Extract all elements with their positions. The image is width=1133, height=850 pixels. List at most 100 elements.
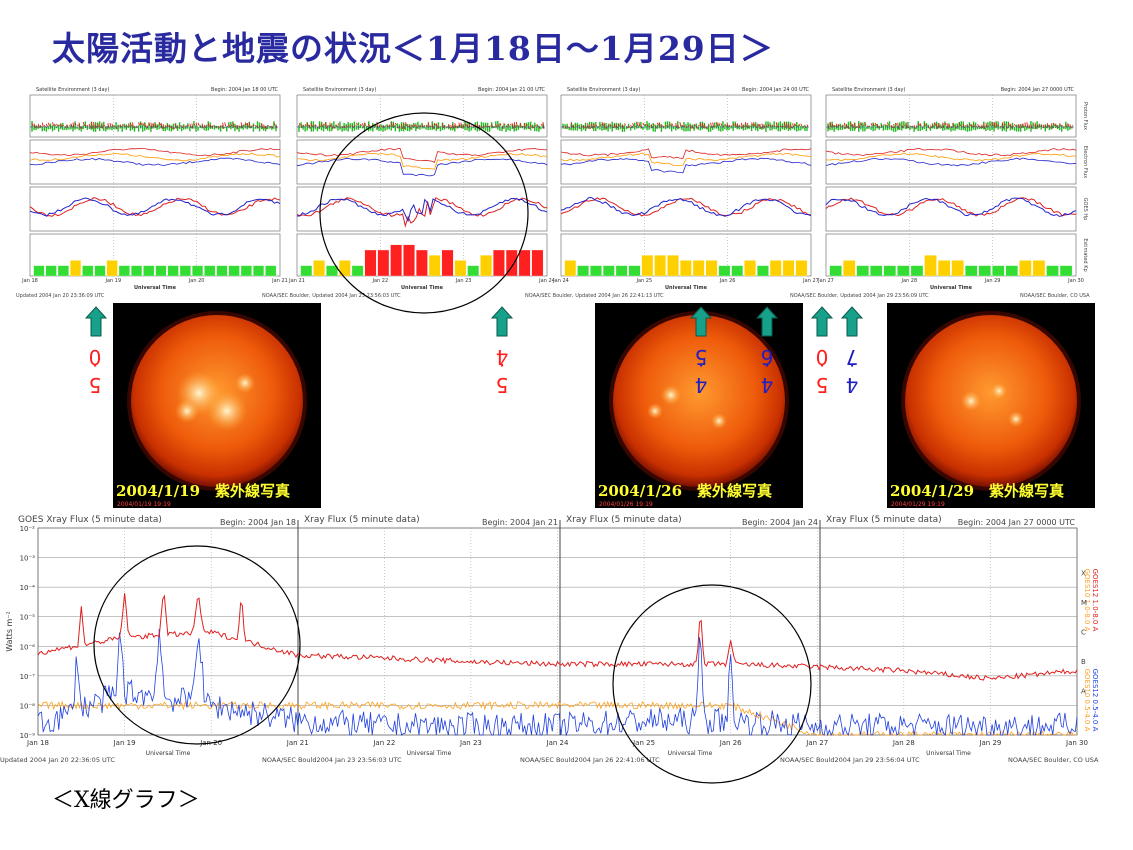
proton-flux-mark	[319, 124, 321, 128]
kp-bar	[602, 265, 615, 277]
kp-bar	[441, 249, 454, 277]
sat-row-frame	[825, 139, 1077, 185]
proton-flux-mark	[339, 126, 342, 128]
kp-bar	[843, 260, 856, 277]
proton-flux-mark	[887, 122, 889, 126]
quake-digit: 0	[89, 345, 102, 369]
kp-bar	[179, 265, 191, 277]
up-arrow-icon	[490, 306, 514, 337]
proton-flux-mark	[923, 122, 926, 127]
proton-flux-series	[562, 121, 809, 132]
up-arrow-icon	[810, 306, 834, 337]
proton-flux-mark	[669, 123, 672, 127]
quake-dot: .	[499, 359, 505, 383]
sat-panel-header-left: Satellite Environment (3 day)	[36, 87, 110, 93]
proton-flux-mark	[327, 124, 329, 127]
proton-flux-mark	[944, 122, 947, 126]
proton-flux-mark	[1001, 122, 1004, 129]
xray-x-tick-label: Jan 23	[459, 739, 482, 747]
proton-flux-mark	[74, 122, 77, 126]
proton-flux-mark	[129, 123, 132, 127]
proton-flux-mark	[433, 122, 436, 126]
proton-flux-mark	[530, 124, 533, 128]
kp-bar	[965, 265, 978, 277]
xray-section-label: ＜X線グラフ＞	[52, 788, 200, 813]
kp-bar	[829, 265, 842, 277]
xray-panel-header-left: Xray Flux (5 minute data)	[566, 515, 682, 525]
kp-bar	[1032, 260, 1046, 277]
xray-x-tick-label: Jan 29	[978, 739, 1001, 747]
goes-hp-line	[29, 197, 281, 217]
kp-bar	[654, 255, 666, 277]
proton-flux-mark	[617, 123, 620, 127]
proton-flux-mark	[650, 124, 653, 129]
kp-bar	[480, 255, 492, 277]
sat-day-label: Jan 21	[271, 278, 288, 284]
xray-flare-class-label: X	[1081, 569, 1086, 577]
xray-footer: NOAA/SEC Bould2004 Jan 29 23:56:04 UTC	[780, 756, 920, 764]
proton-flux-mark	[1044, 124, 1047, 129]
proton-flux-mark	[642, 122, 645, 126]
kp-bar	[577, 265, 589, 277]
proton-flux-mark	[175, 123, 177, 129]
proton-flux-mark	[757, 123, 760, 127]
proton-flux-mark	[394, 122, 397, 126]
kp-bar	[692, 260, 705, 277]
proton-flux-mark	[570, 121, 573, 128]
sat-row-frame	[825, 186, 1077, 232]
electron-flux-line	[825, 157, 1077, 167]
proton-flux-mark	[783, 121, 786, 129]
proton-flux-mark	[85, 124, 87, 127]
sat-panel-2: Satellite Environment (3 day) Begin: 2004…	[288, 87, 555, 291]
quake-magnitude-5: 5.0	[816, 345, 829, 397]
proton-flux-mark	[403, 122, 405, 129]
proton-flux-mark	[162, 124, 165, 129]
goes-hp-line	[29, 197, 281, 217]
kp-bar	[216, 265, 228, 277]
quake-digit: 4	[695, 373, 708, 397]
xray-x-axis-label: Universal Time	[926, 750, 971, 757]
sat-panel-1: Satellite Environment (3 day) Begin: 2004…	[21, 87, 288, 291]
kp-bar	[667, 255, 679, 277]
proton-flux-mark	[481, 126, 483, 129]
proton-flux-mark	[509, 123, 512, 126]
kp-bar	[390, 244, 402, 277]
up-arrow-icon	[84, 306, 108, 337]
proton-flux-mark	[255, 124, 257, 127]
sun-image-caption: 2004/1/26 紫外線写真	[598, 482, 772, 500]
proton-flux-mark	[730, 125, 733, 127]
proton-flux-mark	[593, 123, 596, 128]
proton-flux-mark	[431, 124, 434, 129]
proton-flux-mark	[613, 122, 616, 128]
proton-flux-mark	[519, 122, 522, 128]
xray-panel-header-right: Begin: 2004 Jan 21	[482, 518, 558, 527]
proton-flux-mark	[632, 122, 635, 127]
proton-flux-mark	[70, 123, 73, 127]
sat-day-label: Jan 22	[371, 278, 388, 284]
kp-bar	[1046, 265, 1059, 277]
proton-flux-mark	[464, 123, 467, 127]
proton-flux-mark	[693, 123, 696, 127]
proton-flux-mark	[468, 124, 471, 128]
proton-flux-mark	[934, 121, 937, 126]
proton-flux-mark	[973, 123, 975, 128]
proton-flux-mark	[759, 124, 762, 129]
proton-flux-mark	[60, 123, 63, 127]
proton-flux-mark	[226, 125, 229, 128]
sat-day-label: Jan 27	[817, 278, 834, 284]
kp-bar	[757, 265, 769, 277]
proton-flux-mark	[238, 125, 241, 128]
sat-panel-4: Satellite Environment (3 day) Begin: 2004…	[817, 87, 1088, 291]
proton-flux-mark	[409, 124, 412, 130]
proton-flux-mark	[788, 123, 790, 130]
quake-digit: 4	[846, 373, 859, 397]
proton-flux-mark	[58, 124, 60, 126]
proton-flux-mark	[1069, 124, 1072, 129]
proton-flux-mark	[52, 122, 54, 127]
xray-footer: NOAA/SEC Bould2004 Jan 26 22:41:06 UTC	[520, 756, 660, 764]
electron-flux-line	[825, 148, 1077, 157]
proton-flux-mark	[962, 123, 965, 129]
quake-magnitude-6: 4.7	[846, 345, 859, 397]
